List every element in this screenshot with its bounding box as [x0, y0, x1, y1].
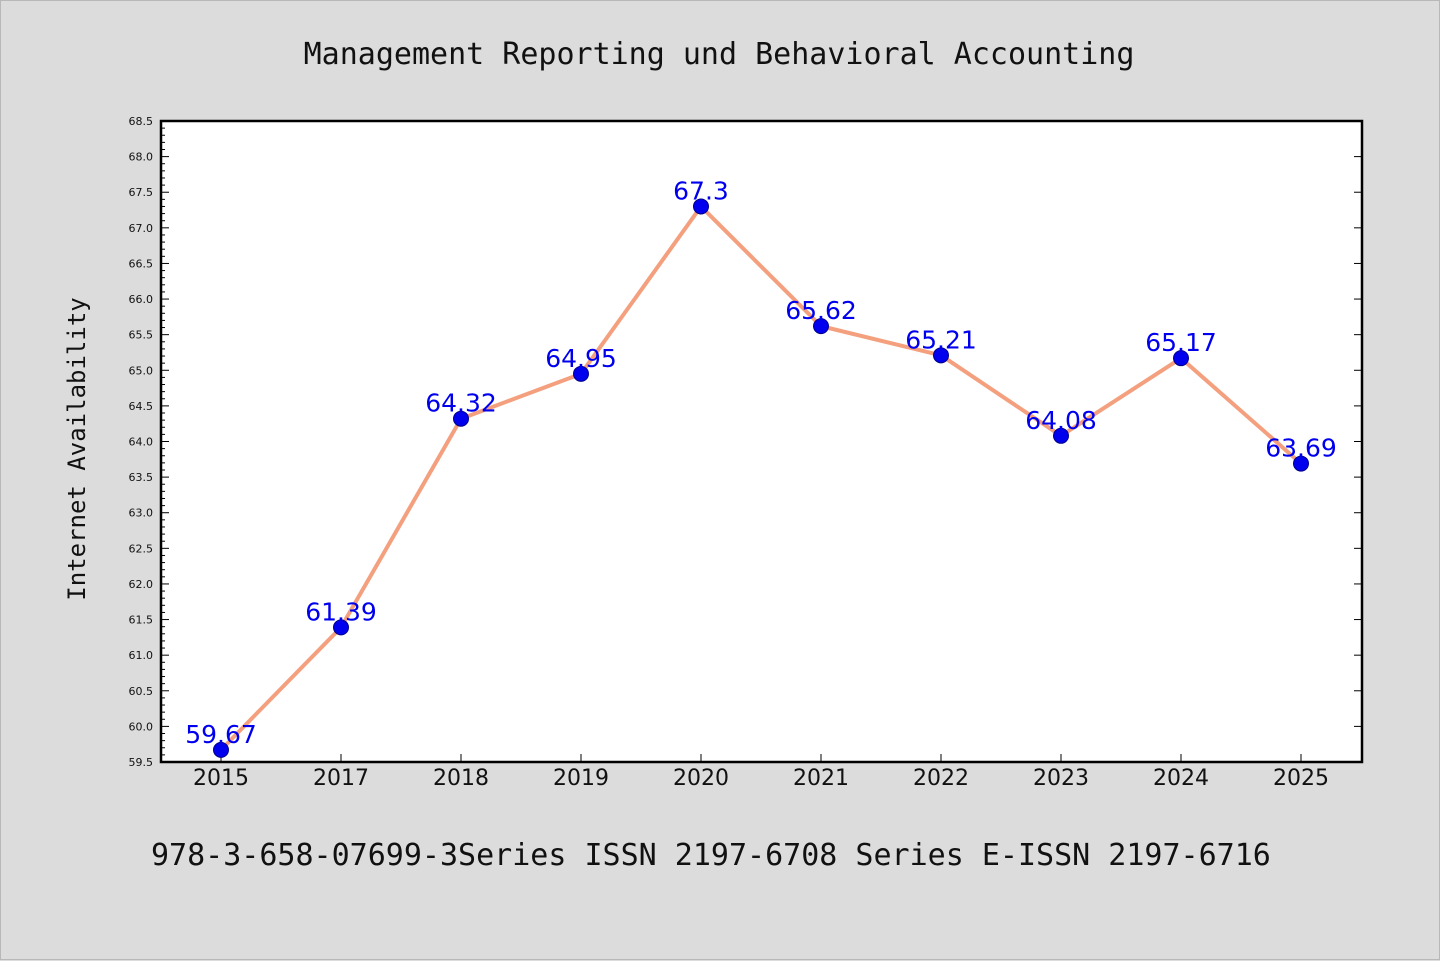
y-tick-label: 65.0 — [129, 364, 154, 377]
y-tick-label: 67.5 — [129, 186, 154, 199]
data-point-marker — [1293, 455, 1309, 472]
y-tick-label: 61.5 — [129, 614, 154, 627]
y-axis-label: Internet Availability — [63, 297, 91, 600]
y-tick-label: 66.0 — [129, 293, 154, 306]
data-point-marker — [1053, 427, 1069, 444]
chart-title: Management Reporting und Behavioral Acco… — [304, 37, 1135, 72]
x-axis: 2015 2017 2018 2019 2020 2021 2022 2023 2024 2025 — [193, 754, 1329, 791]
y-tick-label: 64.5 — [129, 400, 154, 413]
data-label: 59.67 — [185, 720, 257, 749]
x-tick-label: 2015 — [193, 766, 249, 791]
x-tick-label: 2018 — [433, 766, 489, 791]
y-tick-label: 63.0 — [129, 507, 154, 520]
x-tick-label: 2022 — [913, 766, 969, 791]
y-tick-label: 67.0 — [129, 222, 154, 235]
plot-area — [159, 119, 1364, 764]
data-point-marker — [453, 410, 469, 427]
data-point-marker — [333, 619, 349, 636]
data-point-marker — [813, 318, 829, 335]
y-tick-label: 66.5 — [129, 257, 154, 270]
y-tick-label: 59.5 — [129, 756, 154, 769]
data-point-marker — [213, 741, 229, 758]
series-line — [219, 204, 1303, 752]
x-tick-label: 2017 — [313, 766, 369, 791]
data-label: 64.95 — [545, 344, 617, 373]
y-tick-label: 62.0 — [129, 578, 154, 591]
y-tick-label: 64.0 — [129, 436, 154, 449]
x-tick-label: 2021 — [793, 766, 849, 791]
y-axis: 59.5 60.0 60.5 61.0 61.5 62.0 62.5 63.0 63.5 64.0… — [129, 115, 1362, 769]
data-label: 65.17 — [1145, 328, 1217, 357]
data-point-marker — [1173, 350, 1189, 367]
data-point-marker — [573, 365, 589, 382]
data-label: 64.08 — [1025, 406, 1097, 435]
x-tick-label: 2025 — [1273, 766, 1329, 791]
data-point-marker — [933, 347, 949, 364]
y-tick-label: 62.5 — [129, 542, 154, 555]
data-point-marker — [693, 198, 709, 215]
x-tick-label: 2023 — [1033, 766, 1089, 791]
y-tick-label: 63.5 — [129, 471, 154, 484]
y-tick-label: 61.0 — [129, 649, 154, 662]
data-label: 63.69 — [1265, 434, 1337, 463]
y-tick-label: 68.0 — [129, 151, 154, 164]
y-tick-label: 65.5 — [129, 329, 154, 342]
data-label: 64.32 — [425, 389, 497, 418]
y-tick-label: 60.0 — [129, 720, 154, 733]
y-tick-label: 60.5 — [129, 685, 154, 698]
footer-isbn: 978-3-658-07699-3Series ISSN 2197-6708 S… — [151, 838, 1271, 873]
data-label: 65.62 — [785, 296, 857, 325]
data-label: 65.21 — [905, 325, 977, 354]
data-label: 67.3 — [673, 176, 729, 205]
series-layer: 59.67 61.39 64.32 64.95 67.3 65.62 65.21 64.08 6… — [185, 176, 1337, 758]
data-label: 61.39 — [305, 597, 377, 626]
y-tick-label: 68.5 — [129, 115, 154, 128]
x-tick-label: 2019 — [553, 766, 609, 791]
x-tick-label: 2024 — [1153, 766, 1209, 791]
x-tick-label: 2020 — [673, 766, 729, 791]
